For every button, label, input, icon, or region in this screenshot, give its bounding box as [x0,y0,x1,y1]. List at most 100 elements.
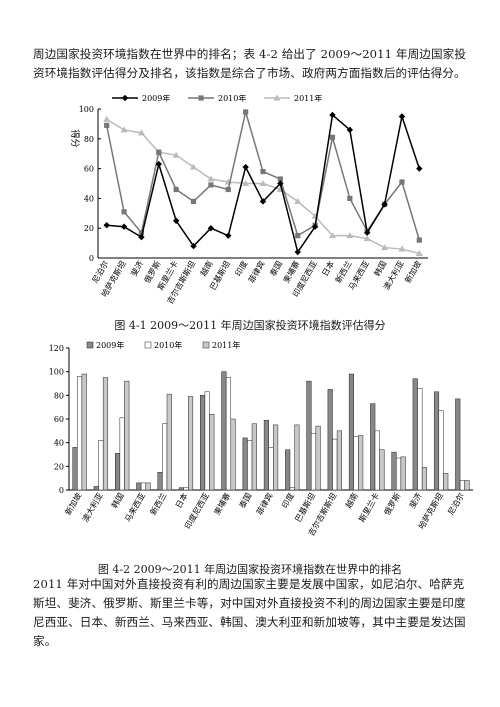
bar-2010年 [225,377,232,491]
series-line-2010年 [105,111,421,241]
marker-2009 [416,165,423,172]
x-tick-label: 越南 [343,491,360,510]
marker-2010 [329,134,336,140]
marker-2009 [311,223,319,230]
x-tick-label: 印度 [279,491,296,510]
marker-2010 [399,179,405,185]
bar-2010年 [162,423,168,491]
bar-2010年 [98,440,104,491]
marker-2009 [172,217,180,224]
bar-2011年 [124,380,130,491]
bar-2011年 [443,473,449,491]
marker-2009 [242,163,249,171]
y-tick-label: 0 [59,486,64,495]
bar-2010年 [353,436,359,491]
bar-2011年 [400,456,406,491]
x-tick-label: 尼泊尔 [445,491,466,517]
bar-2010年 [119,417,125,491]
marker-2010 [121,209,127,215]
bar-2009年 [93,486,99,491]
y-axis-label: 得分 [69,129,81,147]
bar-2011年 [187,396,194,491]
marker-2010 [156,149,162,155]
marker-2009 [190,242,197,250]
y-tick-label: 20 [54,462,64,471]
x-tick-label: 泰国 [267,259,284,278]
bar-2009年 [391,451,397,491]
marker-2010 [295,233,301,239]
bar-2011年 [145,482,151,491]
marker-2010 [104,122,110,128]
bar-2010年 [247,440,253,491]
x-tick-label: 斐济 [128,259,145,278]
marker-2011 [137,129,145,136]
bar-2009年 [178,487,184,491]
x-tick-label: 澳大利亚 [80,491,105,524]
conclusion-paragraph: 2011 年对中国对外直接投资有利的周边国家主要是发展中国家，如尼泊尔、哈萨克斯… [33,577,466,648]
marker-2009 [138,233,145,241]
marker-2009 [120,223,128,230]
bar-2011年 [294,424,300,491]
marker-2010 [347,195,353,201]
intro-paragraph: 周边国家投资环境指数在世界中的排名；表 4-2 给出了 2009～2011 年周… [33,47,467,80]
marker-2011 [328,232,336,239]
bar-2009年 [412,378,418,491]
marker-2011 [120,126,128,133]
bar-2011年 [336,430,342,491]
x-tick-label: 斯里兰卡 [356,491,381,524]
y-tick-label: 60 [54,415,64,424]
bar-2009年 [285,449,291,491]
bar-2011年 [209,414,215,491]
legend-swatch [86,341,94,349]
y-tick-label: 20 [84,224,94,233]
bar-2010年 [459,480,465,491]
legend-label: 2010年 [154,340,182,350]
x-tick-label: 菲律宾 [246,259,267,285]
x-tick-label: 韩国 [372,259,389,278]
legend-label: 2009年 [96,340,124,350]
x-tick-label: 俄罗斯 [382,491,403,517]
x-tick-label: 柬埔寨 [212,491,233,517]
bar-2011年 [358,435,364,491]
marker-2011 [398,245,406,252]
y-tick-label: 80 [54,391,64,400]
bar-2010年 [268,447,274,491]
y-tick-label: 0 [89,254,94,263]
y-tick-label: 40 [54,439,64,448]
bar-2010年 [140,482,146,491]
bar-2009年 [327,389,333,491]
bar-2009年 [263,419,269,491]
bar-2009年 [157,472,163,491]
bar-2009年 [370,403,376,491]
bar-2010年 [438,410,444,491]
bar-2011年 [230,418,236,491]
bar-2010年 [77,376,83,491]
marker-2009 [155,160,162,168]
marker-2011 [273,94,281,101]
legend-label: 2010年 [218,95,246,103]
bar-2009年 [242,437,248,491]
y-tick-label: 100 [79,105,94,114]
marker-2010 [173,186,179,193]
legend-swatch [144,341,152,349]
x-tick-label: 菲律宾 [254,491,275,517]
marker-2010 [225,186,231,193]
bar-2009年 [348,373,355,491]
x-tick-label: 新西兰 [148,491,169,517]
marker-2009 [103,222,110,229]
marker-2010 [208,182,214,188]
marker-2009 [207,225,215,232]
marker-2011 [172,151,180,158]
y-tick-label: 40 [84,194,94,203]
marker-2011 [207,175,215,182]
bar-2011年 [102,377,109,491]
marker-2009 [329,111,336,119]
bar-2010年 [396,457,402,491]
bar-2010年 [289,487,295,491]
marker-2009 [277,180,284,187]
legend-swatch [202,341,210,349]
marker-2010 [243,109,249,115]
bar-2009年 [115,453,121,491]
